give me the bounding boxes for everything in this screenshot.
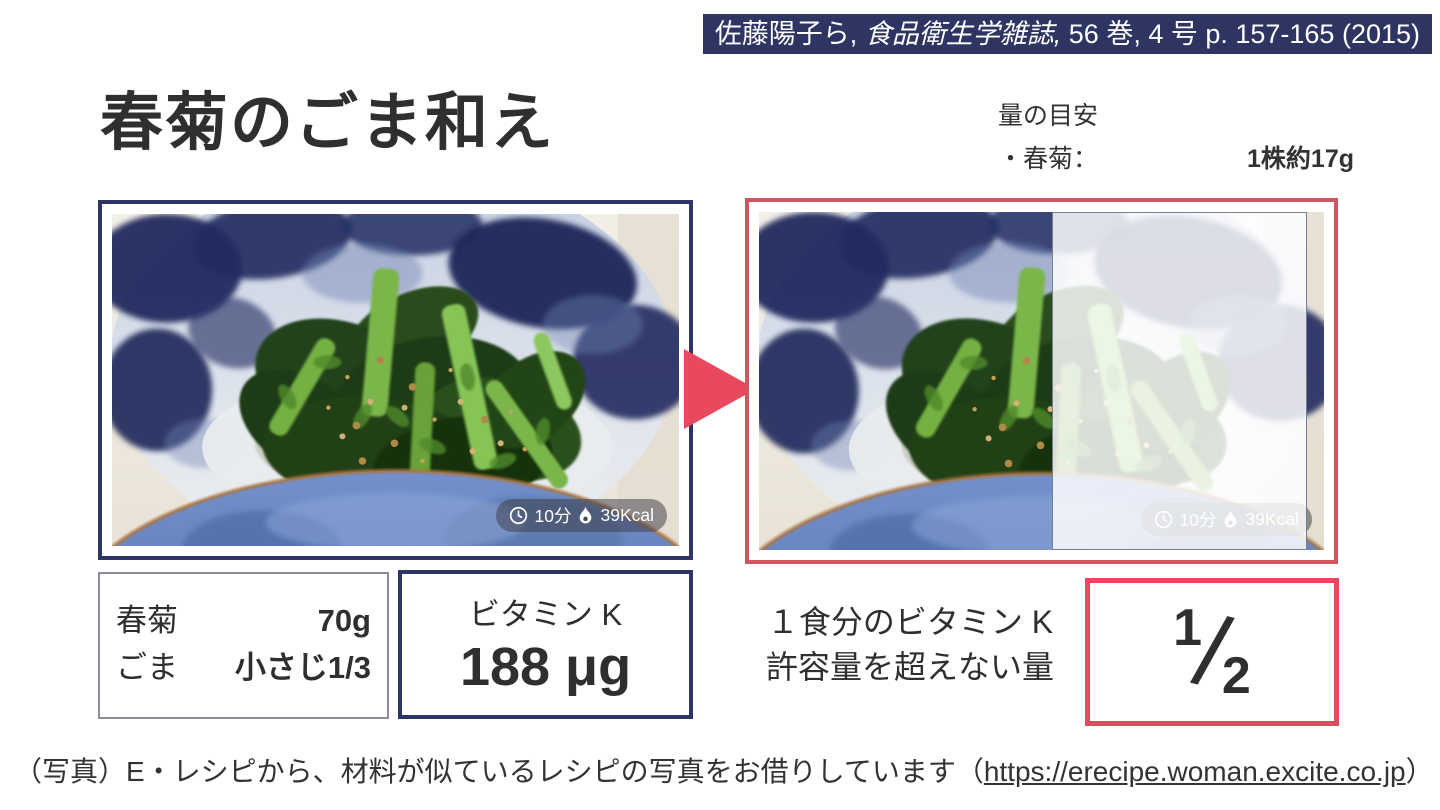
conclusion-line2: 許容量を超えない量 <box>765 648 1054 685</box>
time-calorie-badge: 10分 39Kcal <box>495 499 667 532</box>
footer-credit: （写真）E・レシピから、材料が似ているレシピの写真をお借りしています（https… <box>14 750 1434 790</box>
ingredients-box: 春菊 70g ごま 小さじ1/3 <box>98 572 389 719</box>
credit-text: （写真）E・レシピから、材料が似ているレシピの写真をお借りしています（ <box>14 756 984 787</box>
ingredient-name: 春菊 <box>116 603 178 638</box>
photo-frame-full-portion: 10分 39Kcal <box>98 200 693 560</box>
half-fraction-box: 1 / 2 <box>1085 578 1339 726</box>
citation-volume: 56 巻, 4 号 p. 157-165 (2015) <box>1061 19 1420 49</box>
dish-photo-full: 10分 39Kcal <box>112 214 679 546</box>
right-arrow-icon <box>684 349 756 429</box>
half-portion-overlay <box>1052 212 1307 550</box>
badge-calories: 39Kcal <box>600 505 654 525</box>
citation-journal: 食品衛生学雑誌, <box>864 19 1062 49</box>
ingredient-amount: 小さじ1/3 <box>234 649 371 685</box>
fraction-numerator: 1 <box>1173 599 1203 657</box>
ingredient-row: 春菊 70g <box>116 598 371 645</box>
credit-text-close: ） <box>1405 756 1434 787</box>
photo-frame-half-portion: 10分 39Kcal <box>745 198 1338 564</box>
vitamin-k-label: ビタミン K <box>468 597 623 632</box>
ingredient-name: ごま <box>116 649 178 685</box>
portion-guide-row: ・春菊： 1株約17g <box>998 139 1354 175</box>
citation-authors: 佐藤陽子ら, <box>714 19 865 49</box>
conclusion-line1: １食分のビタミン K <box>766 604 1054 640</box>
page-title: 春菊のごま和え <box>100 88 555 158</box>
badge-time: 10分 <box>534 506 572 526</box>
fraction-denominator: 2 <box>1221 647 1251 705</box>
vitamin-k-box: ビタミン K 188 μg <box>398 570 693 719</box>
photo-credit-link[interactable]: https://erecipe.woman.excite.co.jp <box>983 756 1406 787</box>
portion-guide-heading: 量の目安 <box>998 102 1099 130</box>
ingredient-amount: 70g <box>317 603 371 638</box>
conclusion-text: １食分のビタミン K 許容量を超えない量 <box>735 600 1085 690</box>
fraction: 1 / 2 <box>1173 594 1251 710</box>
vitamin-k-value: 188 μg <box>459 637 632 697</box>
bowl-illustration <box>112 214 679 546</box>
clock-icon <box>509 506 528 525</box>
portion-guide: 量の目安 ・春菊： 1株約17g <box>998 96 1354 175</box>
portion-item-label: ・春菊： <box>998 145 1099 173</box>
citation-bar: 佐藤陽子ら, 食品衛生学雑誌, 56 巻, 4 号 p. 157-165 (20… <box>702 14 1432 54</box>
dish-photo-half: 10分 39Kcal <box>759 212 1324 550</box>
ingredient-row: ごま 小さじ1/3 <box>116 645 371 692</box>
portion-item-value: 1株約17g <box>1247 145 1354 173</box>
flame-icon <box>578 506 593 525</box>
